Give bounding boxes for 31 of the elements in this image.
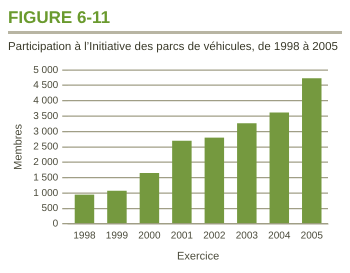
y-axis-title: Membres [12, 123, 25, 170]
chart-subtitle: Participation à l’Initiative des parcs de véhicules, de 1998 à 2005 [8, 40, 339, 54]
bar [74, 194, 94, 224]
bar [237, 123, 257, 224]
y-tick-label: 4 500 [33, 80, 59, 92]
x-tick-label: 2002 [203, 230, 226, 242]
bar [302, 78, 322, 224]
y-tick-label: 0 [52, 218, 59, 230]
x-tick-label: 2003 [236, 230, 258, 242]
x-tick-label: 2004 [268, 230, 291, 242]
x-tick-label: 2005 [300, 230, 324, 242]
bar [140, 173, 160, 224]
y-tick-label: 3 500 [33, 110, 59, 122]
y-tick-label: 1 500 [33, 172, 59, 184]
y-tick-label: 4 000 [33, 96, 59, 107]
x-tick-label: 1999 [106, 230, 128, 242]
bar [204, 138, 224, 224]
y-tick-label: 3 000 [33, 126, 59, 138]
x-axis-title: Exercice [177, 250, 220, 262]
y-tick-label: 500 [42, 203, 59, 214]
y-tick-label: 5 000 [33, 64, 59, 76]
y-tick-label: 2 500 [33, 142, 59, 153]
y-tick-label: 2 000 [33, 157, 59, 168]
x-tick-label: 2000 [138, 230, 161, 242]
y-tick-label: 1 000 [33, 188, 59, 199]
bar [172, 140, 192, 224]
x-tick-label: 1998 [73, 230, 96, 242]
bar [107, 190, 127, 224]
chart-title: FIGURE 6-11 [8, 8, 112, 28]
bar [270, 112, 290, 224]
x-tick-label: 2001 [170, 230, 194, 242]
